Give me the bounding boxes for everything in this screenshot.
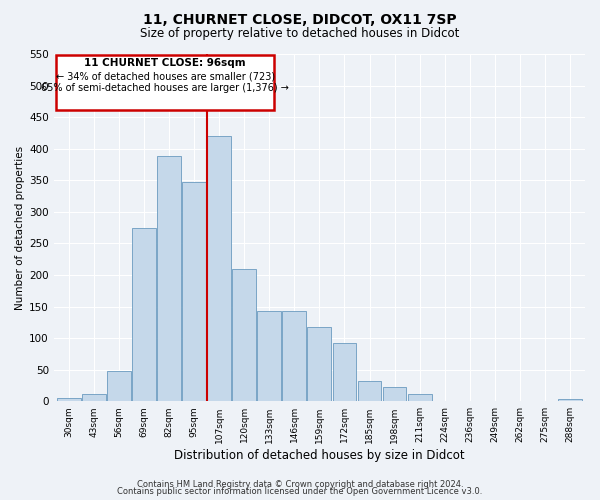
Bar xyxy=(358,381,382,402)
Bar xyxy=(182,182,206,402)
X-axis label: Distribution of detached houses by size in Didcot: Distribution of detached houses by size … xyxy=(174,450,465,462)
Bar xyxy=(383,388,406,402)
FancyBboxPatch shape xyxy=(56,56,274,110)
Bar xyxy=(283,311,306,402)
Bar xyxy=(408,394,431,402)
Bar xyxy=(332,343,356,402)
Text: ← 34% of detached houses are smaller (723): ← 34% of detached houses are smaller (72… xyxy=(56,71,275,81)
Text: 11 CHURNET CLOSE: 96sqm: 11 CHURNET CLOSE: 96sqm xyxy=(85,58,246,68)
Bar xyxy=(57,398,81,402)
Text: 65% of semi-detached houses are larger (1,376) →: 65% of semi-detached houses are larger (… xyxy=(41,83,289,93)
Bar xyxy=(107,371,131,402)
Text: Contains HM Land Registry data © Crown copyright and database right 2024.: Contains HM Land Registry data © Crown c… xyxy=(137,480,463,489)
Text: Contains public sector information licensed under the Open Government Licence v3: Contains public sector information licen… xyxy=(118,487,482,496)
Bar xyxy=(232,268,256,402)
Text: 11, CHURNET CLOSE, DIDCOT, OX11 7SP: 11, CHURNET CLOSE, DIDCOT, OX11 7SP xyxy=(143,12,457,26)
Bar xyxy=(132,228,156,402)
Bar xyxy=(257,311,281,402)
Bar xyxy=(157,156,181,402)
Bar xyxy=(82,394,106,402)
Bar xyxy=(207,136,231,402)
Y-axis label: Number of detached properties: Number of detached properties xyxy=(15,146,25,310)
Bar xyxy=(558,400,582,402)
Bar xyxy=(307,327,331,402)
Text: Size of property relative to detached houses in Didcot: Size of property relative to detached ho… xyxy=(140,28,460,40)
